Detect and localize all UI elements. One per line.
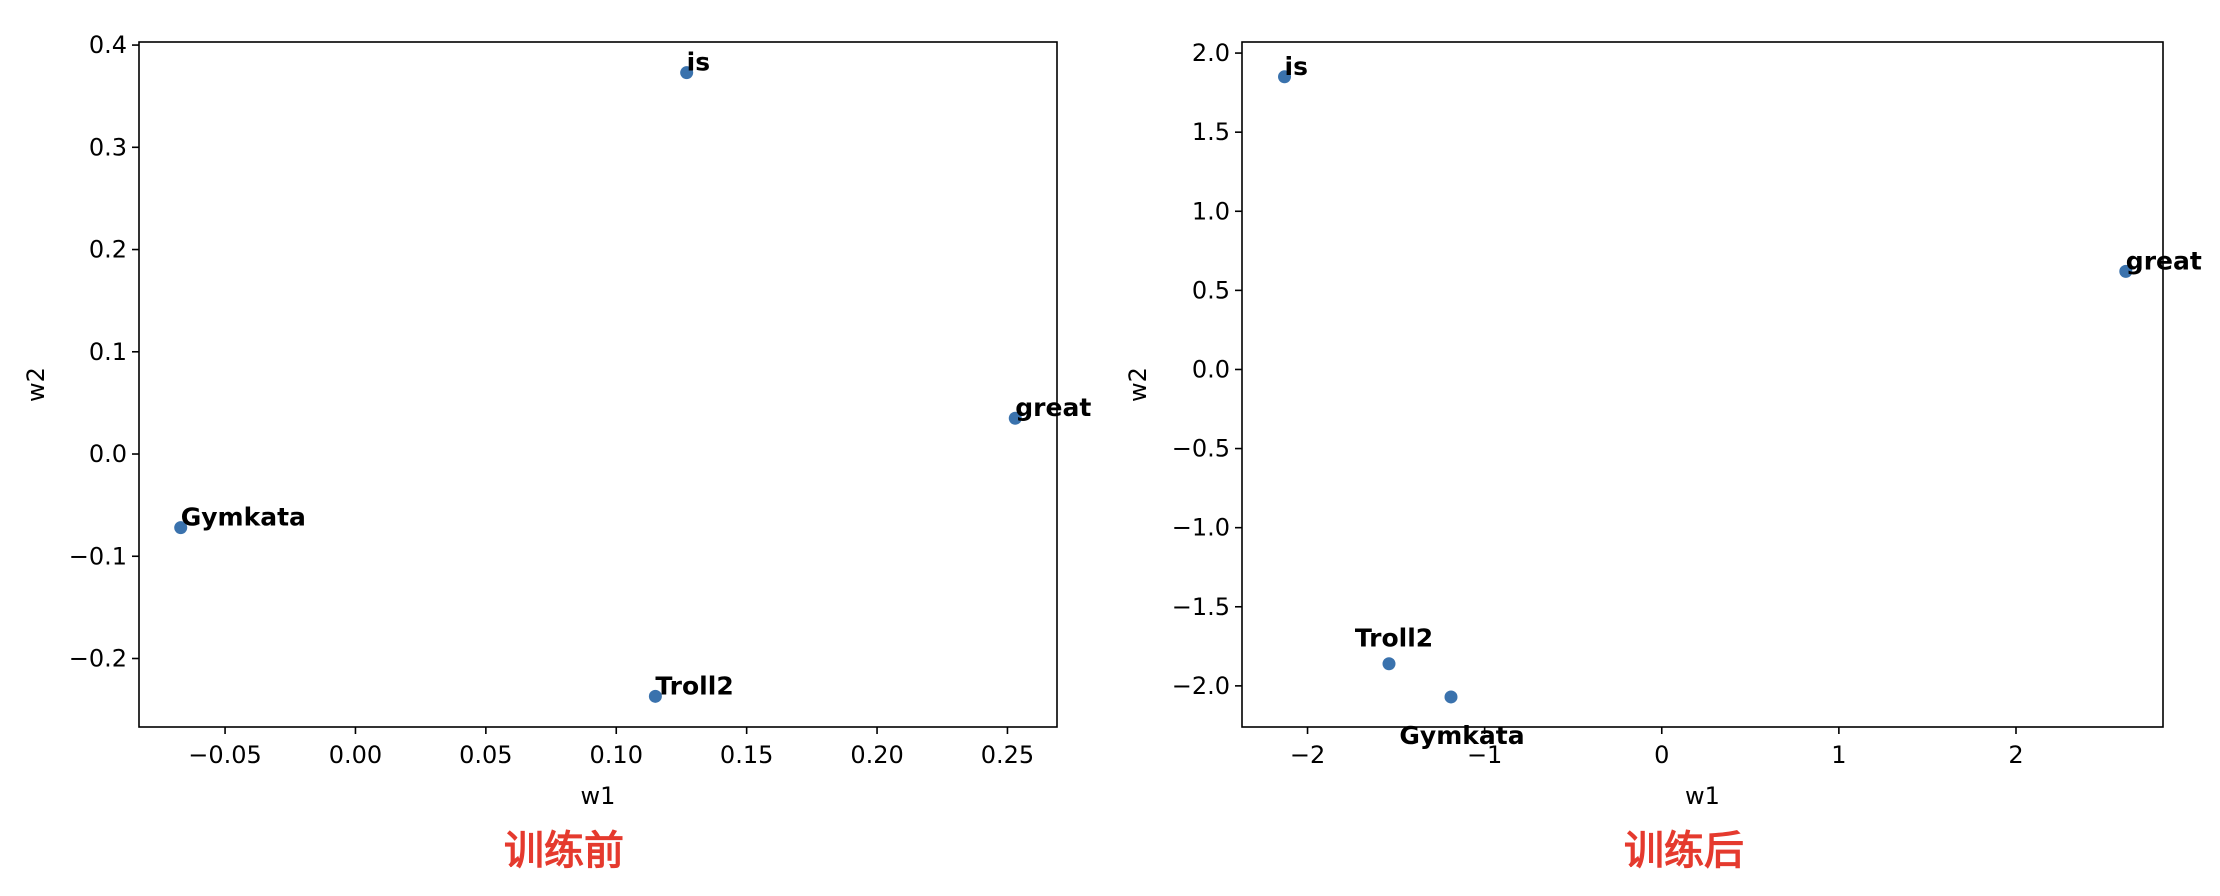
y-tick-label: −0.1 <box>69 542 127 570</box>
x-tick-label: 0.25 <box>981 741 1034 769</box>
y-tick-label: −2.0 <box>1172 672 1230 700</box>
scatter-panel-before: −0.05 0.00 0.05 0.10 0.15 0.20 0.25 −0.2 −0.1 0.0… <box>22 31 1091 810</box>
plot-frame <box>138 41 1058 728</box>
point-label-troll2: Troll2 <box>655 671 733 700</box>
y-tick-label: 0.0 <box>89 440 127 468</box>
y-tick-label: 1.0 <box>1192 197 1230 225</box>
y-tick-label: 0.0 <box>1192 355 1230 383</box>
x-axis-label: w1 <box>1685 782 1720 810</box>
point-label-is: is <box>1285 52 1308 81</box>
y-tick-label: 0.5 <box>1192 276 1230 304</box>
point-label-gymkata: Gymkata <box>1399 721 1524 750</box>
data-point-gymkata <box>1444 690 1458 704</box>
y-axis-label: w2 <box>22 367 50 402</box>
x-tick-label: 0.10 <box>590 741 643 769</box>
plot-frame <box>1241 41 2164 728</box>
x-tick-label: −1 <box>1467 741 1502 769</box>
y-tick-label: 0.1 <box>89 338 127 366</box>
data-point-is <box>1278 70 1292 84</box>
x-tick-label: 0.00 <box>329 741 382 769</box>
y-tick-label: −1.0 <box>1172 514 1230 542</box>
x-tick-label: 0 <box>1654 741 1669 769</box>
point-label-great: great <box>2126 246 2202 275</box>
x-tick-label: 0.20 <box>850 741 903 769</box>
x-tick-label: −2 <box>1290 741 1325 769</box>
y-tick-label: −1.5 <box>1172 593 1230 621</box>
y-axis-label: w2 <box>1124 367 1152 402</box>
y-tick-label: −0.5 <box>1172 435 1230 463</box>
scatter-panel-after: −2 −1 0 1 2 −2.0 −1.5 −1.0 −0.5 0.0 0.5 1.0 1.5 2.0 w1… <box>1124 39 2202 810</box>
x-tick-label: 0.15 <box>720 741 773 769</box>
y-tick-label: 0.3 <box>89 133 127 161</box>
y-tick-label: 1.5 <box>1192 118 1230 146</box>
caption-after-training: 训练后 <box>1624 828 1744 874</box>
y-tick-label: 0.4 <box>89 31 127 59</box>
x-axis-label: w1 <box>581 782 616 810</box>
point-label-troll2: Troll2 <box>1355 624 1433 653</box>
data-point-troll2 <box>1382 657 1396 671</box>
point-label-gymkata: Gymkata <box>181 503 306 532</box>
point-label-is: is <box>687 48 710 77</box>
data-point-great <box>1008 411 1022 425</box>
x-tick-label: −0.05 <box>188 741 262 769</box>
data-point-great <box>2119 264 2133 278</box>
data-point-troll2 <box>648 689 662 703</box>
x-tick-label: 1 <box>1831 741 1846 769</box>
caption-before-training: 训练前 <box>504 828 624 874</box>
y-tick-label: −0.2 <box>69 645 127 673</box>
data-point-gymkata <box>174 521 188 535</box>
data-point-is <box>680 66 694 80</box>
y-tick-label: 2.0 <box>1192 39 1230 67</box>
point-label-great: great <box>1015 393 1091 422</box>
x-tick-label: 0.05 <box>459 741 512 769</box>
x-tick-label: 2 <box>2008 741 2023 769</box>
y-tick-label: 0.2 <box>89 236 127 264</box>
